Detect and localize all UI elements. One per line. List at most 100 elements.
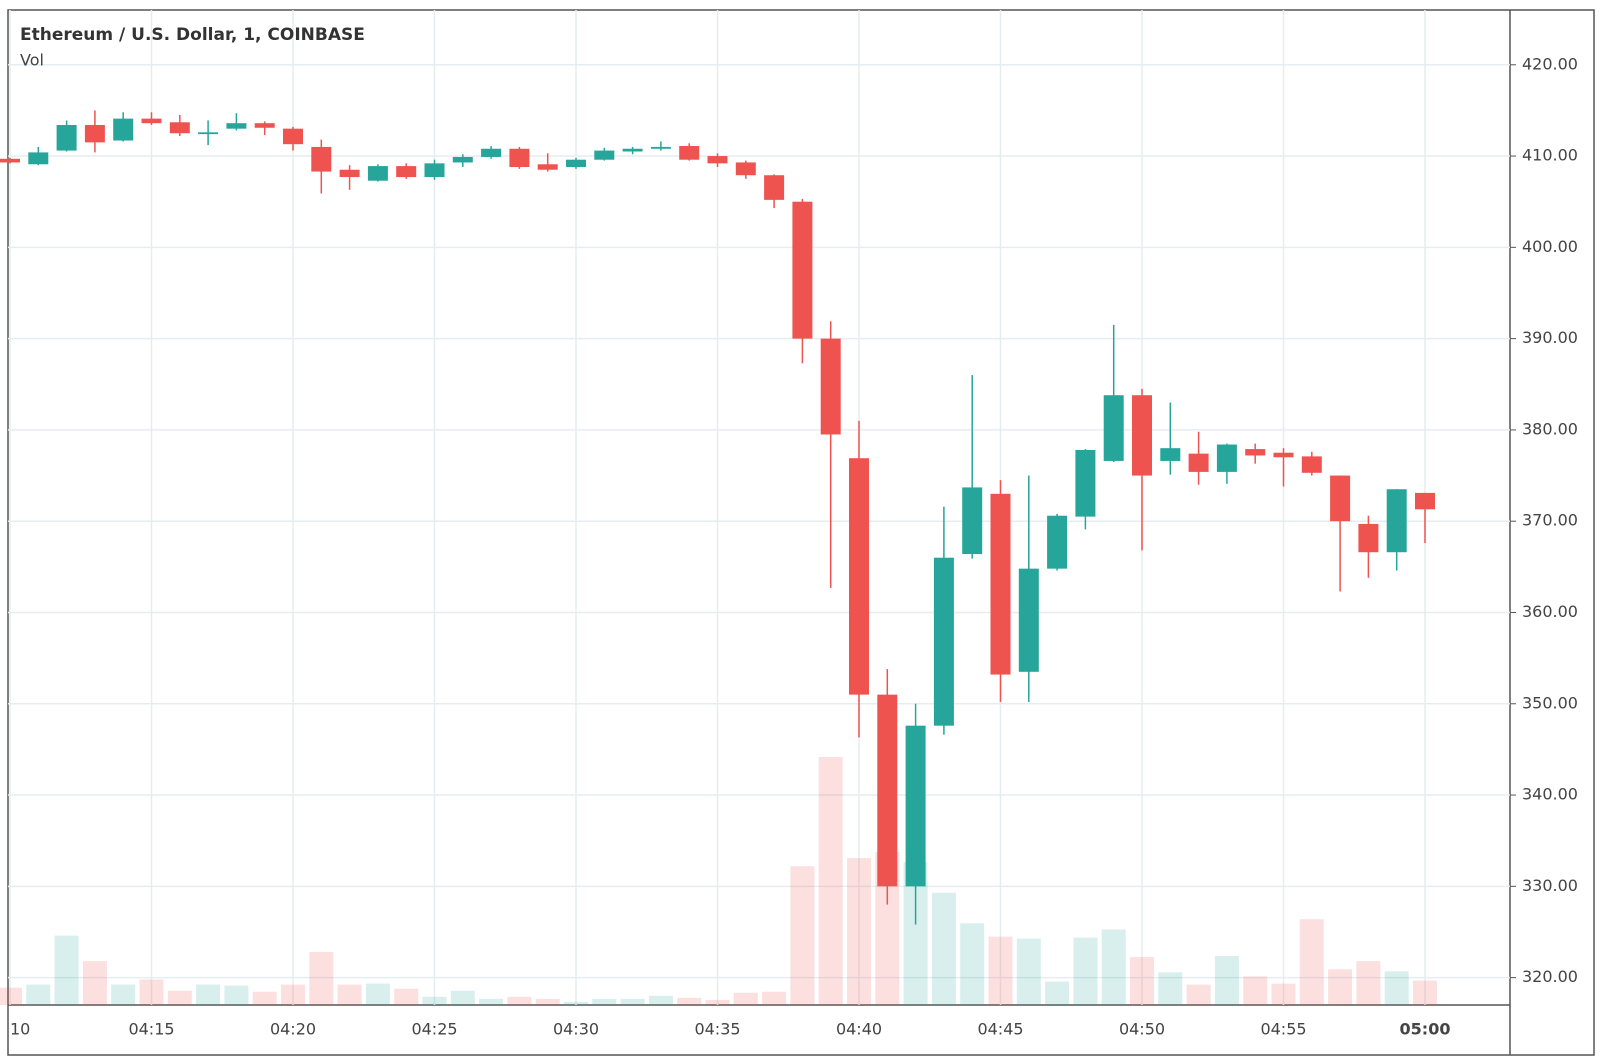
candle-body <box>933 557 954 726</box>
volume-bar <box>1413 980 1437 1005</box>
volume-bar <box>82 961 107 1005</box>
candle-body <box>1216 444 1237 472</box>
volume-bar <box>281 984 305 1005</box>
candle-body <box>1018 568 1039 672</box>
volume-bar <box>450 990 475 1005</box>
candle-body <box>1245 449 1266 456</box>
volume-bar <box>592 998 617 1005</box>
x-tick-label: 04:40 <box>836 1020 882 1039</box>
volume-bar <box>26 984 51 1005</box>
volume-bar <box>224 985 249 1005</box>
volume-label: Vol <box>20 51 44 70</box>
candle-body <box>1160 448 1181 461</box>
volume-bar <box>648 995 673 1005</box>
candle-body <box>650 146 671 149</box>
volume-layer <box>0 757 1437 1005</box>
candle-body <box>367 166 388 181</box>
grid <box>8 10 1510 1005</box>
volume-bar <box>0 987 22 1005</box>
candle-body <box>537 164 558 170</box>
chart-title: Ethereum / U.S. Dollar, 1, COINBASE <box>20 25 365 45</box>
volume-bar <box>705 999 730 1005</box>
volume-bar <box>1243 976 1268 1005</box>
volume-bar <box>139 979 164 1005</box>
volume-bar <box>507 996 532 1005</box>
y-tick-label: 320.00 <box>1522 967 1578 986</box>
candle-body <box>594 150 615 160</box>
candle-body <box>481 148 502 157</box>
volume-bar <box>535 998 560 1005</box>
candle-body <box>849 458 869 695</box>
x-tick-label: 04:25 <box>411 1020 457 1039</box>
candle-body <box>1075 449 1096 517</box>
x-tick-label: 10 <box>10 1020 30 1039</box>
candle-body <box>424 163 445 178</box>
y-tick-label: 370.00 <box>1522 511 1578 530</box>
volume-bar <box>1271 983 1296 1005</box>
x-tick-label: 05:00 <box>1400 1020 1451 1039</box>
candle-body <box>1301 456 1322 473</box>
candle-body <box>1103 395 1124 461</box>
candle-body <box>1047 515 1068 569</box>
volume-bar <box>309 951 334 1005</box>
candle-body <box>877 694 898 887</box>
volume-bar <box>252 991 277 1005</box>
volume-bar <box>337 984 362 1005</box>
volume-bar <box>931 892 956 1005</box>
candle-body <box>820 338 841 435</box>
volume-bar <box>1328 969 1353 1005</box>
volume-bar <box>1186 984 1211 1005</box>
candle-body <box>792 201 813 339</box>
candle-body <box>735 162 756 176</box>
y-tick-label: 380.00 <box>1522 419 1578 438</box>
volume-bar <box>111 984 136 1005</box>
candle-body <box>0 158 20 163</box>
candle-body <box>679 146 700 160</box>
candle-body <box>622 148 643 152</box>
candle-body <box>1386 489 1407 553</box>
volume-bar <box>733 992 758 1005</box>
candle-body <box>1358 523 1379 553</box>
volume-bar <box>196 984 221 1005</box>
volume-bar <box>1101 929 1126 1005</box>
candle-body <box>84 125 105 143</box>
volume-bar <box>1299 919 1324 1005</box>
candle-body <box>56 125 77 151</box>
candle-body <box>283 128 303 145</box>
candle-body <box>962 487 983 555</box>
volume-bar <box>847 858 871 1005</box>
volume-bar <box>479 998 504 1005</box>
volume-bar <box>818 757 843 1005</box>
x-tick-label: 04:50 <box>1119 1020 1165 1039</box>
candle-body <box>1188 453 1209 472</box>
volume-bar <box>1073 937 1098 1005</box>
candle-body <box>141 118 162 124</box>
candle-body <box>28 152 49 165</box>
x-tick-label: 04:55 <box>1260 1020 1306 1039</box>
volume-bar <box>1384 971 1409 1005</box>
candle-body <box>169 122 190 134</box>
candle-body <box>226 123 247 129</box>
candle-body <box>707 156 728 164</box>
frame <box>7 9 1595 1056</box>
x-tick-label: 04:30 <box>553 1020 599 1039</box>
candle-body <box>1132 395 1152 476</box>
volume-bar <box>620 998 645 1005</box>
volume-bar <box>960 923 985 1005</box>
candle-body <box>1273 452 1294 458</box>
candle-layer <box>0 110 1435 925</box>
candle-body <box>396 166 417 178</box>
volume-bar <box>762 991 787 1005</box>
candle-body <box>198 132 219 135</box>
volume-bar <box>1016 938 1041 1005</box>
x-tick-label: 04:15 <box>128 1020 174 1039</box>
y-tick-label: 340.00 <box>1522 785 1578 804</box>
x-tick-label: 04:35 <box>694 1020 740 1039</box>
volume-bar <box>1214 956 1239 1005</box>
volume-bar <box>1158 972 1183 1005</box>
y-tick-label: 330.00 <box>1522 876 1578 895</box>
volume-bar <box>790 866 815 1005</box>
candle-body <box>764 175 785 200</box>
volume-bar <box>1356 961 1381 1005</box>
candle-body <box>254 123 275 128</box>
